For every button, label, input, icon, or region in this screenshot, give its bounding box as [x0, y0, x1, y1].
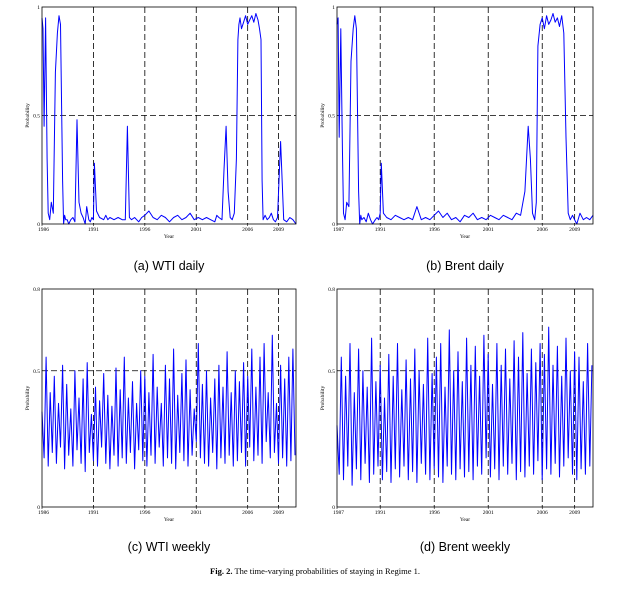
- x-tick-label: 1991: [88, 227, 99, 233]
- x-tick-label: 1991: [88, 510, 99, 516]
- x-tick-label: 1986: [38, 227, 49, 233]
- y-tick-label: 0: [332, 222, 335, 228]
- y-tick-label: 1: [37, 5, 40, 11]
- x-axis-label: Year: [460, 234, 470, 240]
- x-tick-label: 1987: [333, 227, 344, 233]
- y-axis-label: Probability: [25, 386, 31, 411]
- panel-brent-weekly: 1987 1991 1996 2001 2006 2009 0 0.5 0.8 Year Proba…: [320, 287, 594, 554]
- x-tick-label: 2001: [483, 510, 494, 516]
- x-tick-label: 2001: [483, 227, 494, 233]
- x-axis-label: Year: [164, 234, 174, 240]
- y-tick-label: 0.5: [33, 114, 40, 120]
- x-tick-label: 1996: [429, 227, 440, 233]
- figure-caption: Fig. 2. The time-varying probabilities o…: [0, 566, 630, 576]
- plot-frame: [336, 288, 594, 508]
- x-tick-label: 1996: [139, 510, 150, 516]
- y-tick-label: 1: [332, 5, 335, 11]
- y-tick-label: 0.5: [328, 369, 335, 375]
- plot-frame: [41, 288, 297, 508]
- plot-frame: [336, 6, 594, 225]
- x-tick-label: 1996: [139, 227, 150, 233]
- x-tick-label: 1991: [375, 510, 386, 516]
- x-tick-label: 1996: [429, 510, 440, 516]
- panel-brent-daily: 1987 1991 1996 2001 2006 2009 0 0.5 1 Year Probabi…: [320, 5, 594, 273]
- probability-series-line: [336, 13, 594, 225]
- y-axis-label: Probability: [320, 103, 326, 128]
- y-tick-label: 0.8: [33, 287, 40, 293]
- x-tick-label: 2006: [242, 227, 253, 233]
- caption-text: The time-varying probabilities of stayin…: [234, 566, 420, 576]
- probability-series-line: [41, 13, 297, 225]
- y-axis-label: Probability: [320, 386, 326, 411]
- y-axis-label: Probability: [25, 103, 31, 128]
- panel-wti-weekly: 1986 1991 1996 2001 2006 2009 0 0.5 0.8 Year Proba…: [25, 287, 297, 554]
- x-tick-label: 2006: [537, 510, 548, 516]
- y-tick-label: 0.5: [33, 369, 40, 375]
- x-tick-label: 2009: [273, 227, 284, 233]
- panel-wti-daily: 1986 1991 1996 2001 2006 2009 0 0.5 1 Year Probabi…: [25, 5, 297, 273]
- x-tick-label: 2001: [191, 227, 202, 233]
- caption-label: Fig. 2.: [210, 566, 233, 576]
- x-tick-label: 2006: [242, 510, 253, 516]
- x-tick-label: 2001: [191, 510, 202, 516]
- x-tick-label: 2009: [273, 510, 284, 516]
- subplot-title: (a) WTI daily: [134, 259, 206, 273]
- y-tick-label: 0: [37, 222, 40, 228]
- x-tick-label: 2006: [537, 227, 548, 233]
- probability-series-line: [41, 334, 296, 473]
- x-tick-label: 1987: [333, 510, 344, 516]
- y-tick-label: 0: [332, 505, 335, 511]
- x-tick-label: 2009: [569, 510, 580, 516]
- plot-frame: [41, 6, 297, 225]
- y-tick-label: 0.5: [328, 114, 335, 120]
- x-tick-label: 1986: [38, 510, 49, 516]
- x-tick-label: 2009: [569, 227, 580, 233]
- subplot-title: (b) Brent daily: [426, 259, 505, 273]
- y-tick-label: 0.8: [328, 287, 335, 293]
- y-tick-label: 0: [37, 505, 40, 511]
- probability-series-line: [336, 326, 593, 486]
- x-axis-label: Year: [164, 517, 174, 523]
- subplot-title: (c) WTI weekly: [128, 540, 211, 554]
- subplot-title: (d) Brent weekly: [420, 540, 511, 554]
- x-axis-label: Year: [460, 517, 470, 523]
- x-tick-label: 1991: [375, 227, 386, 233]
